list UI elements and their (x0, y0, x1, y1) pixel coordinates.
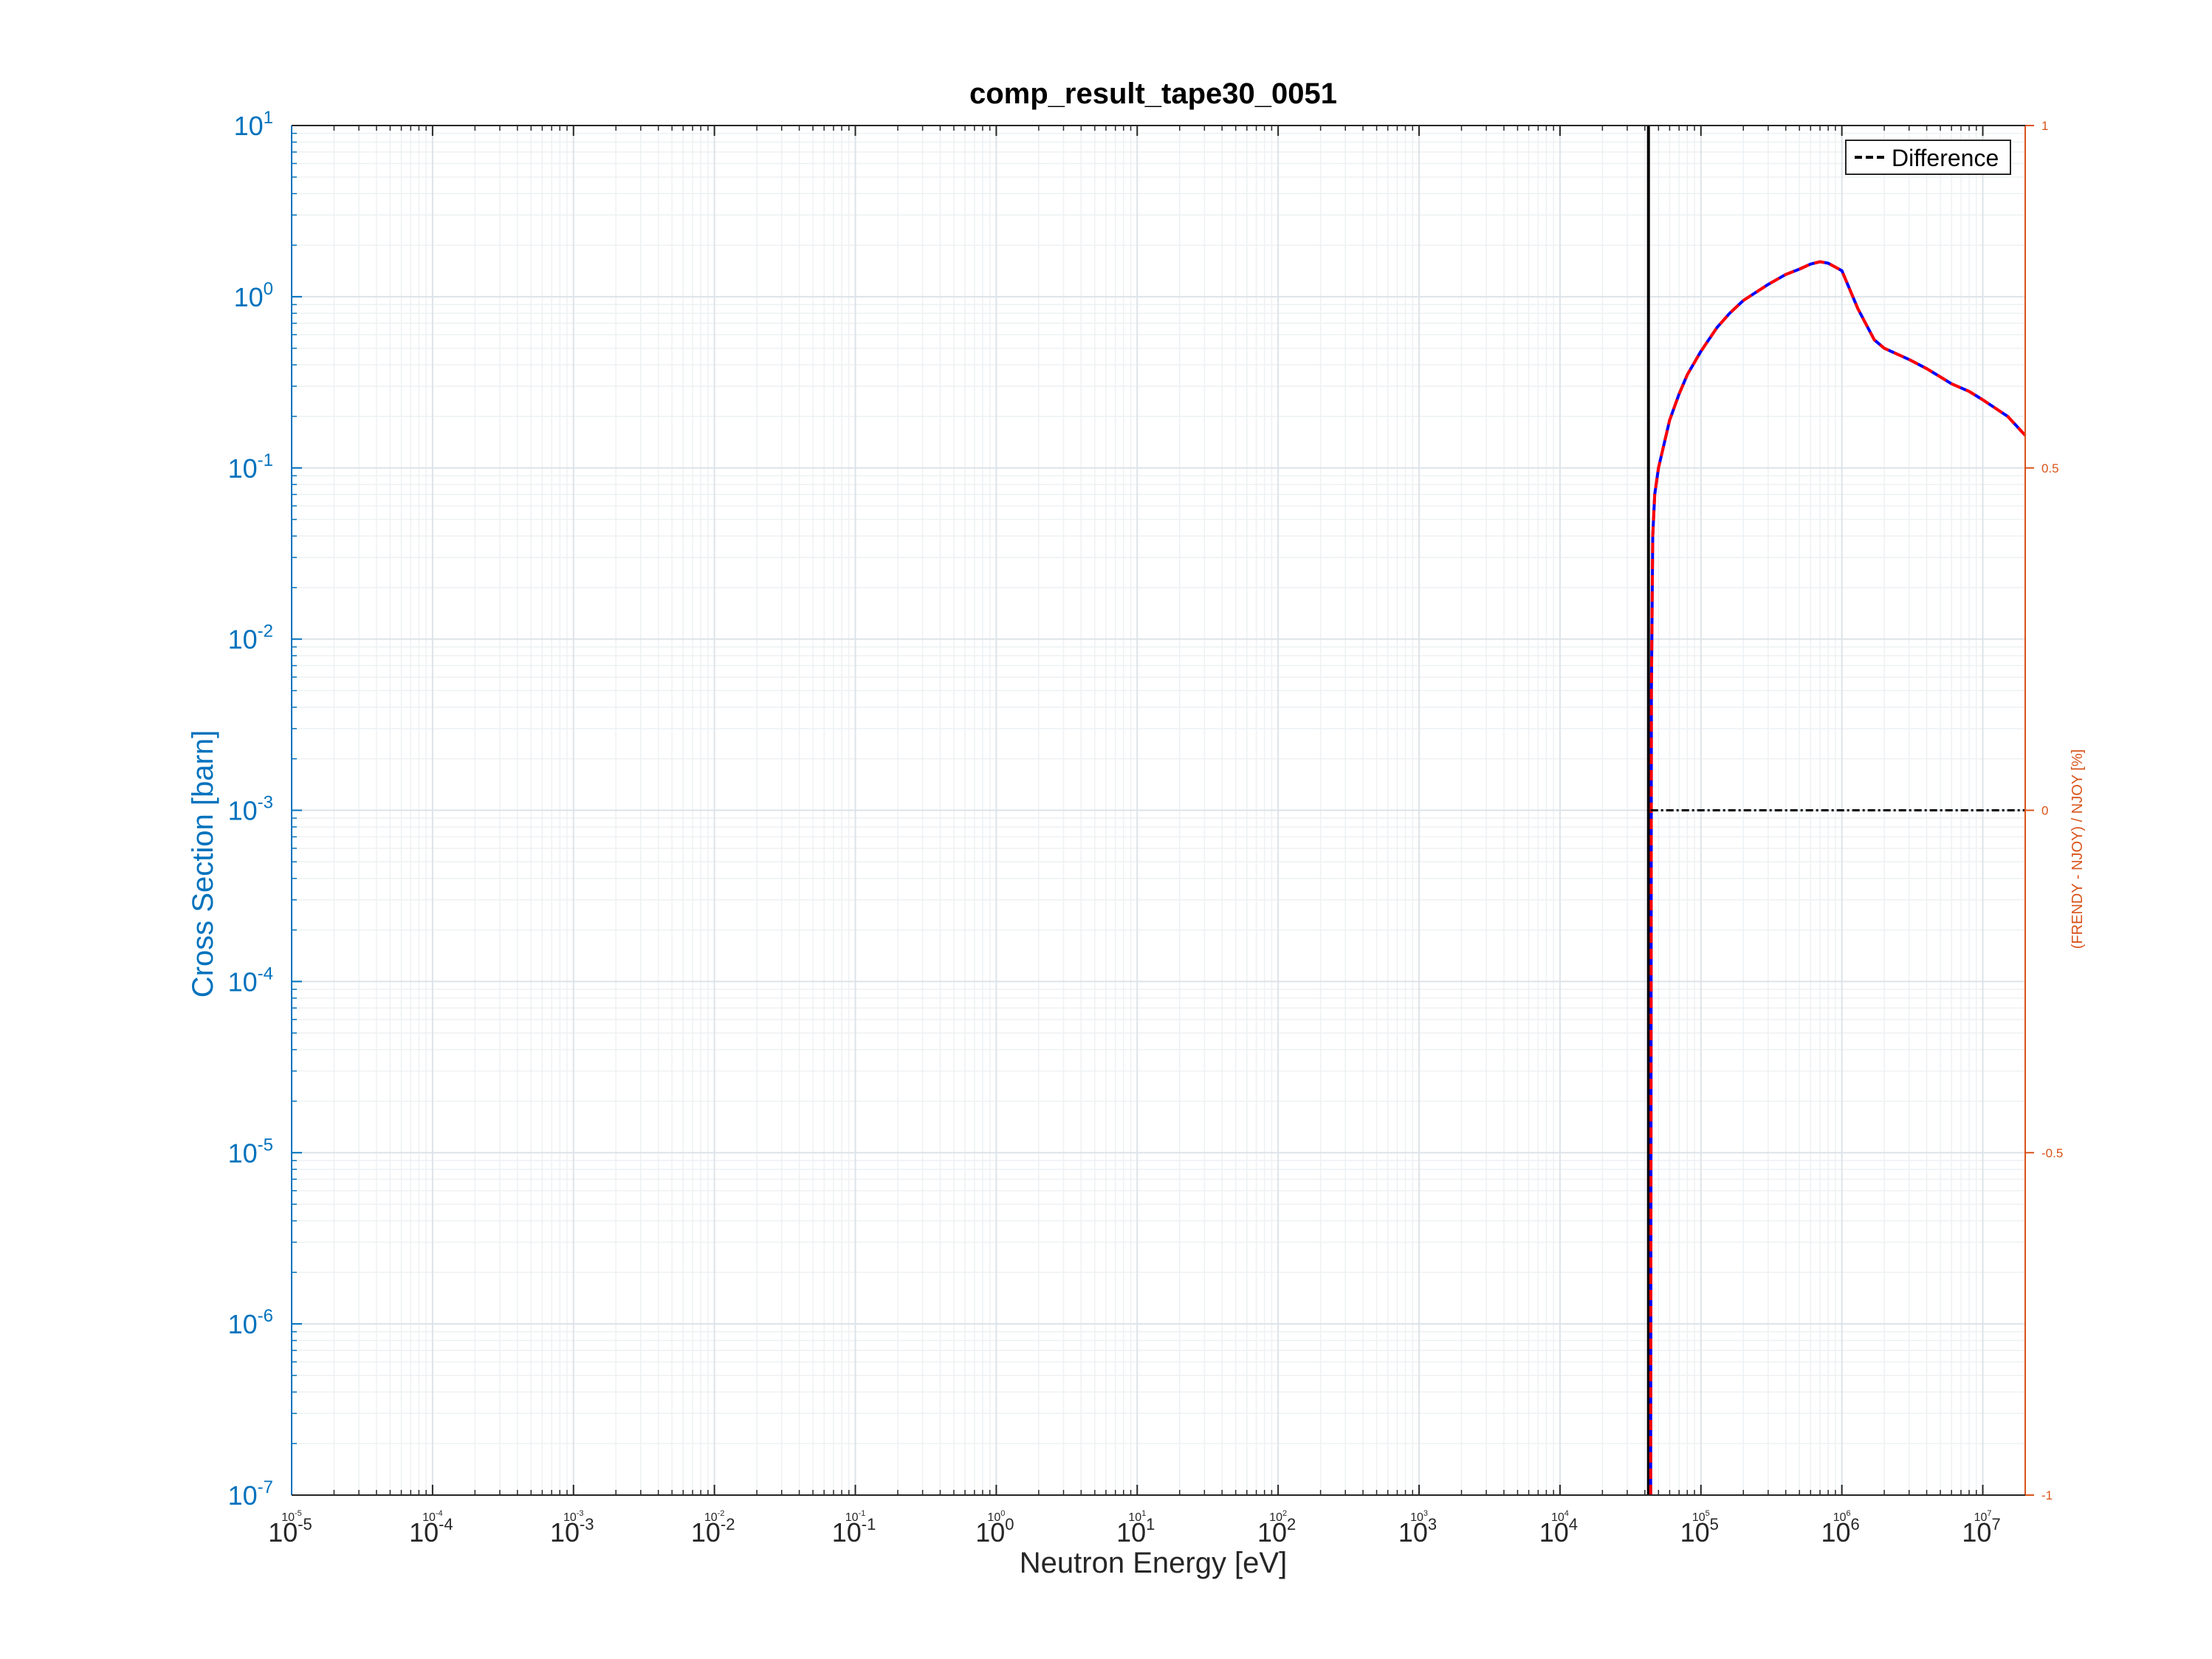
y-tick-label: 10-4 (228, 964, 273, 997)
x-tick-label-small: 103 (1410, 1509, 1428, 1524)
x-tick-label-small: 105 (1692, 1509, 1710, 1524)
y-tick-label: 10-6 (228, 1306, 273, 1339)
tick-labels: 10-510-510-410-410-310-310-210-210-110-1… (228, 108, 2064, 1548)
y-tick-label: 10-1 (228, 450, 273, 484)
x-tick-label: 105 (1680, 1515, 1719, 1548)
x-axis-label: Neutron Energy [eV] (1020, 1547, 1287, 1579)
x-tick-label: 102 (1257, 1515, 1296, 1548)
x-tick-label-small: 104 (1551, 1509, 1569, 1524)
x-tick-label-small: 10-3 (563, 1509, 584, 1524)
y-tick-label: 101 (234, 108, 273, 141)
x-tick-label: 107 (1962, 1515, 2000, 1548)
x-tick-label: 100 (975, 1515, 1014, 1548)
y2-axis-label: (FRENDY - NJOY) / NJOY [%] (2070, 749, 2086, 949)
x-tick-label: 101 (1116, 1515, 1155, 1548)
x-tick-label-small: 10-2 (704, 1509, 725, 1524)
y-tick-label: 10-3 (228, 793, 273, 826)
x-tick-label: 104 (1539, 1515, 1578, 1548)
series-layer (1646, 126, 2027, 1496)
legend-entry-difference: Difference (1892, 145, 1999, 171)
chart-title: comp_result_tape30_0051 (969, 78, 1337, 110)
y-tick-label: 10-5 (228, 1135, 273, 1168)
y-tick-label: 10-7 (228, 1477, 273, 1511)
series-line (1649, 260, 2027, 1496)
x-tick-label: 103 (1398, 1515, 1437, 1548)
legend: Difference (1845, 140, 2011, 175)
x-tick-label: 10-2 (691, 1515, 735, 1548)
x-tick-label-small: 10-1 (845, 1509, 866, 1524)
x-tick-label: 106 (1821, 1515, 1860, 1548)
y2-tick-label: -1 (2041, 1488, 2053, 1502)
y2-tick-label: -0.5 (2041, 1146, 2063, 1160)
y-tick-label: 100 (234, 279, 273, 312)
x-tick-label-small: 107 (1974, 1509, 1992, 1524)
x-tick-label: 10-1 (832, 1515, 876, 1548)
x-tick-label: 10-5 (268, 1515, 312, 1548)
x-tick-label: 10-3 (550, 1515, 594, 1548)
x-tick-label-small: 106 (1833, 1509, 1851, 1524)
x-tick-label-small: 102 (1269, 1509, 1287, 1524)
x-tick-label-small: 100 (987, 1509, 1005, 1524)
x-tick-label-small: 10-4 (422, 1509, 443, 1524)
axes (291, 125, 2034, 1496)
legend-box (1845, 140, 2011, 175)
y2-tick-label: 0 (2041, 804, 2048, 818)
x-tick-label: 10-4 (409, 1515, 453, 1548)
x-tick-label-small: 101 (1128, 1509, 1146, 1524)
y-tick-label: 10-2 (228, 622, 273, 655)
y2-tick-label: 1 (2041, 119, 2048, 133)
y-axis-label: Cross Section [barn] (187, 730, 219, 997)
y2-tick-label: 0.5 (2041, 461, 2059, 475)
x-tick-label-small: 10-5 (281, 1509, 302, 1524)
